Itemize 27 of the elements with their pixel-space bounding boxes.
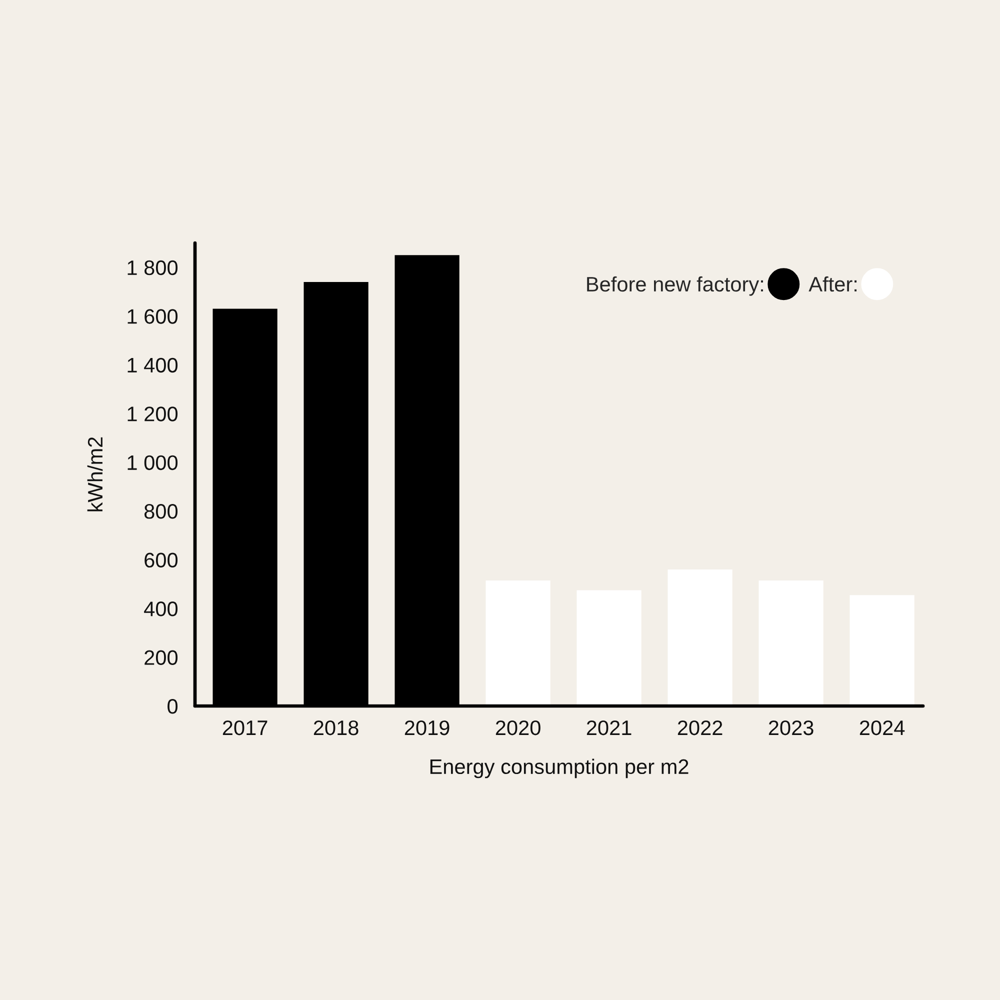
bar — [576, 590, 642, 706]
x-tick-label: 2021 — [586, 720, 632, 736]
y-tick-label: 1 800 — [128, 260, 178, 276]
y-tick-label: 200 — [144, 650, 178, 666]
bar — [668, 570, 732, 706]
y-tick-label: 600 — [144, 552, 178, 568]
x-tick-label: 2019 — [404, 720, 450, 736]
x-tick-label: 2018 — [314, 720, 358, 736]
x-tick-label: 2024 — [860, 720, 905, 736]
y-tick-label: 400 — [144, 602, 178, 616]
y-tick-label: 1 400 — [128, 358, 178, 373]
bar — [850, 595, 914, 706]
y-tick-label: 1 600 — [128, 309, 178, 324]
bar — [758, 580, 824, 706]
y-tick-label: 1 200 — [128, 406, 178, 422]
legend-label: After: — [808, 276, 857, 292]
y-tick-label: 800 — [144, 504, 178, 519]
x-tick-label: 2023 — [768, 720, 814, 736]
x-tick-label: 2020 — [496, 720, 540, 736]
y-tick-label: 1 000 — [128, 455, 178, 470]
x-tick-label: 2022 — [678, 720, 722, 736]
x-tick-label: 2017 — [222, 720, 268, 736]
y-axis-title: kWh/m2 — [87, 437, 103, 512]
x-axis-title: Energy consumption per m2 — [430, 758, 688, 778]
y-tick-label: 0 — [168, 699, 178, 714]
legend-label: Before new factory: — [587, 276, 763, 296]
bar — [486, 580, 550, 706]
